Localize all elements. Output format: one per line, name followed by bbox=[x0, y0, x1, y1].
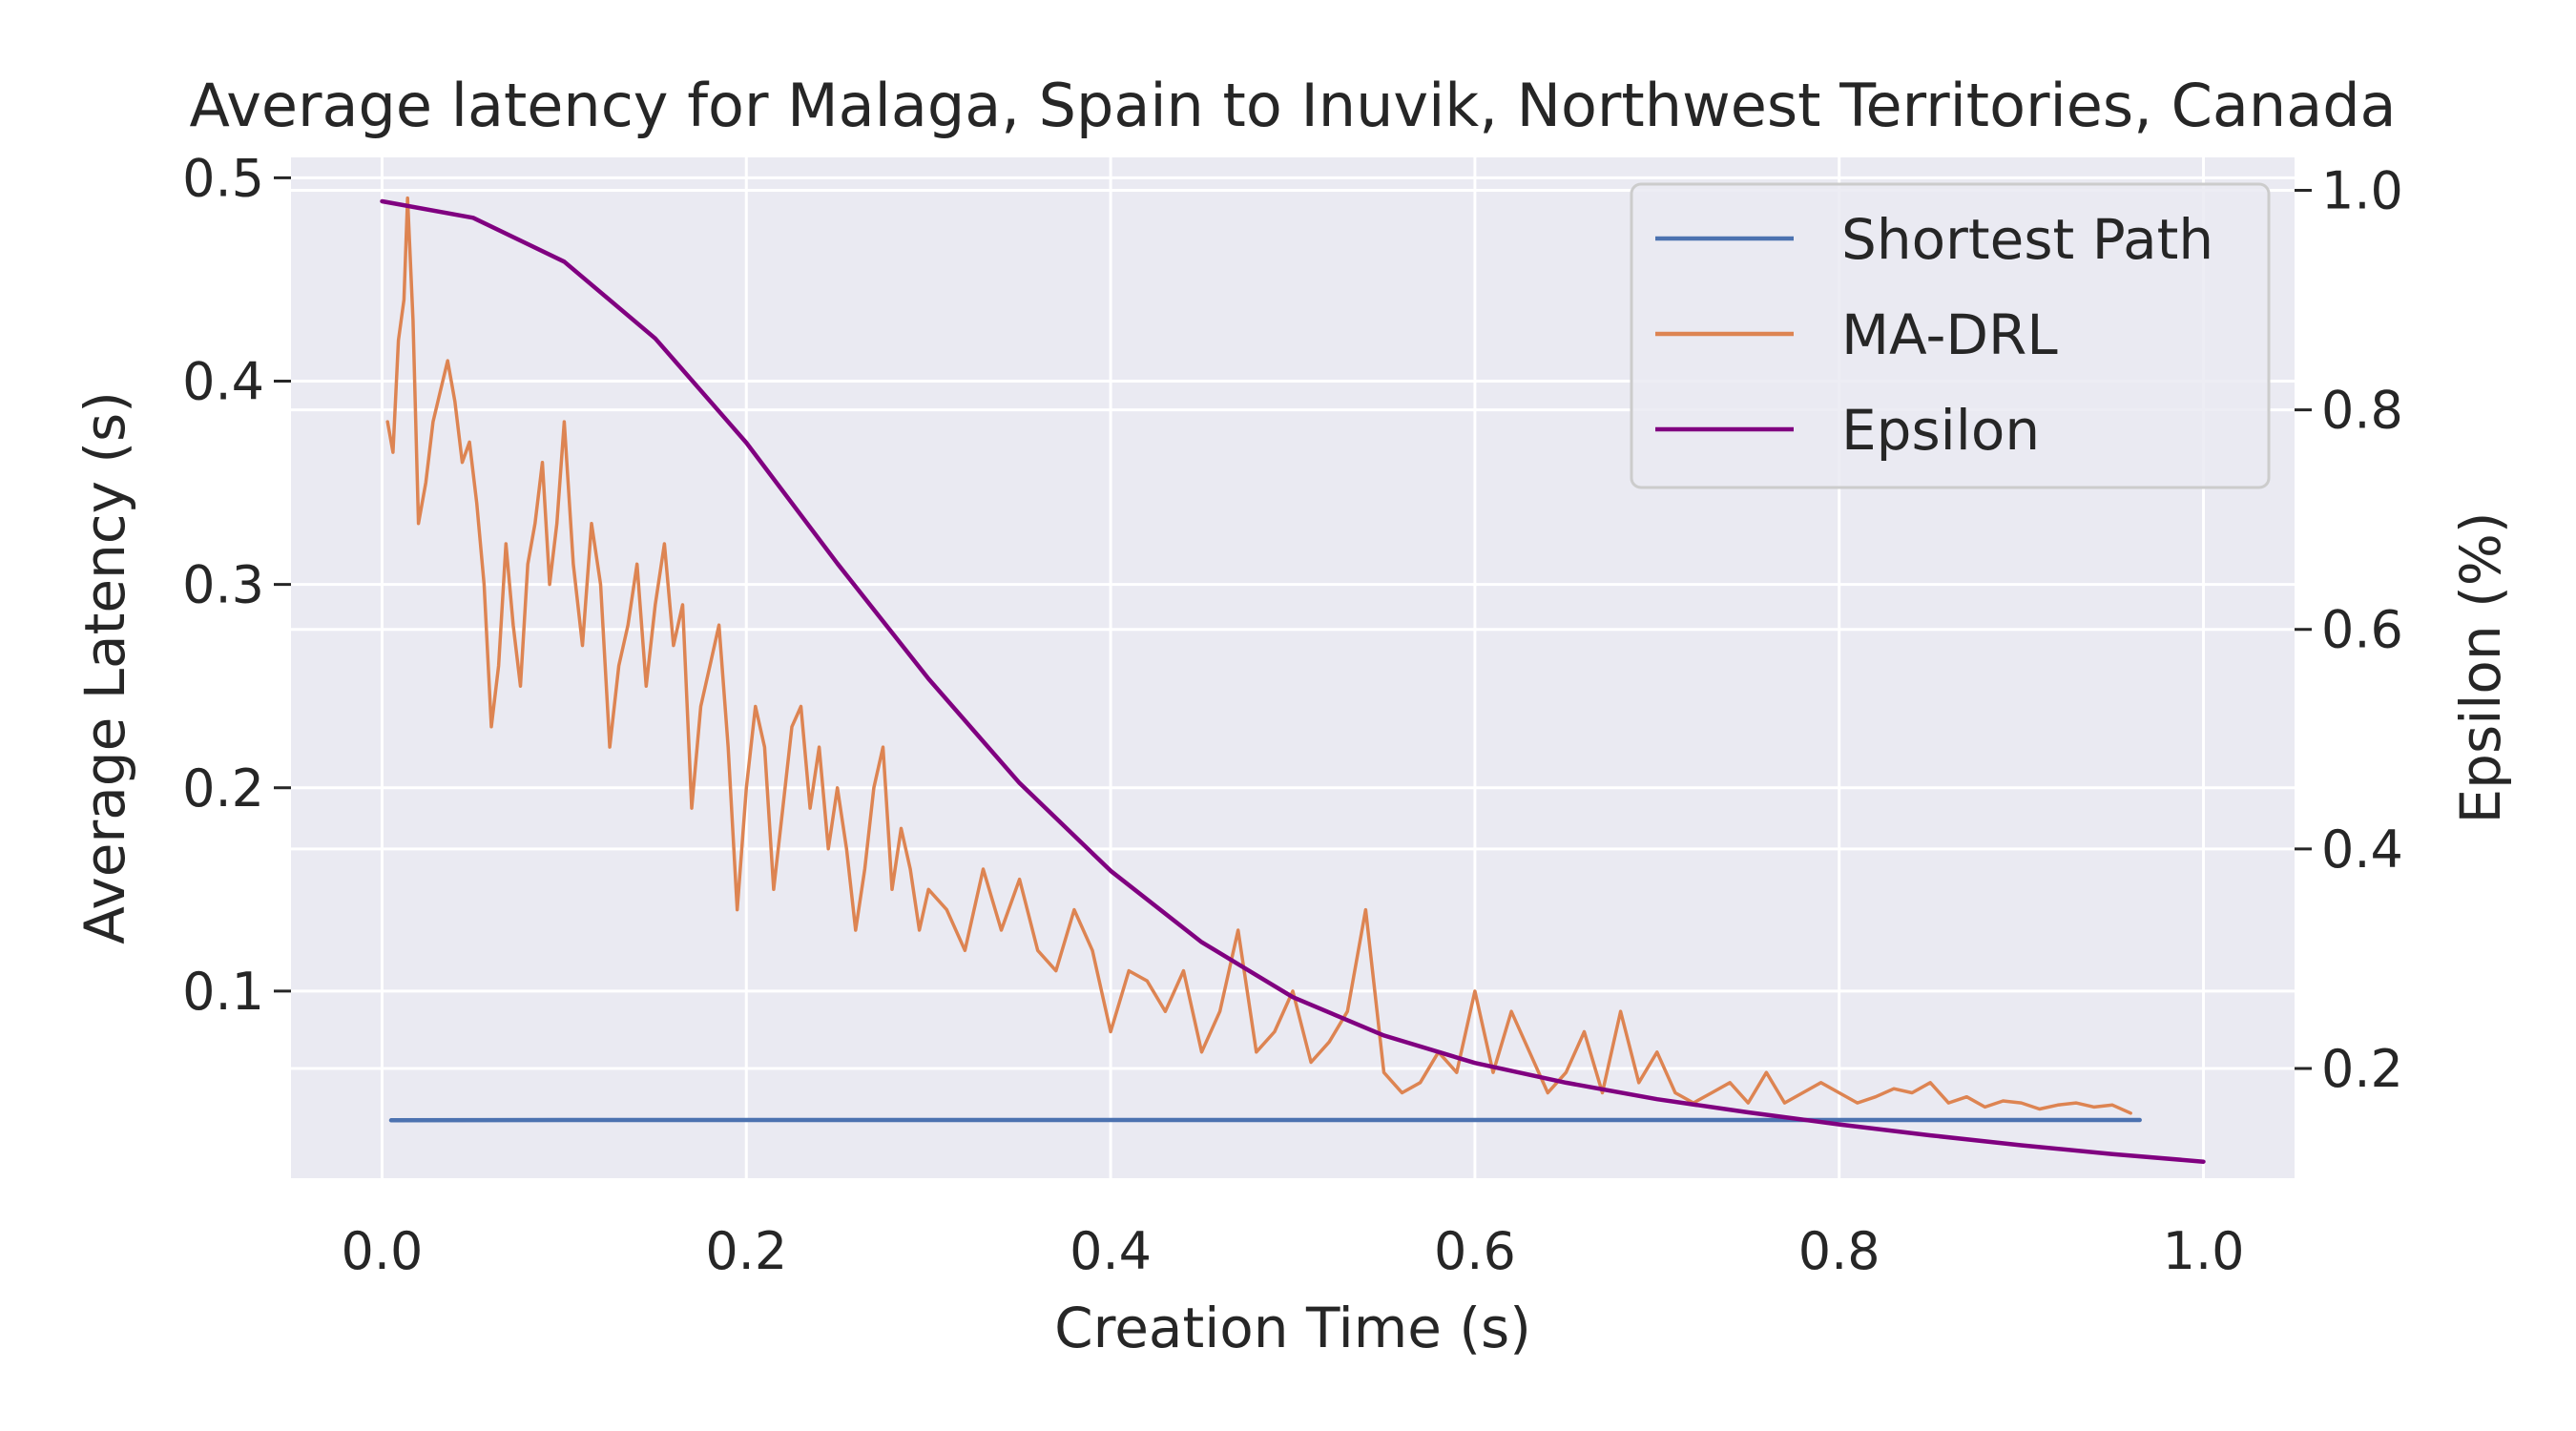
x-tick-label: 0.8 bbox=[1798, 1221, 1880, 1281]
y-tick-label: 0.1 bbox=[182, 962, 264, 1022]
x-tick-label: 0.0 bbox=[342, 1221, 424, 1281]
y-tick-label: 0.2 bbox=[182, 758, 264, 819]
y-tick-label: 0.3 bbox=[182, 555, 264, 615]
series-line-ma-drl bbox=[385, 196, 2132, 1115]
x-tick-label: 1.0 bbox=[2163, 1221, 2245, 1281]
y2-tick-label: 0.2 bbox=[2321, 1039, 2403, 1099]
y2-tick-label: 0.4 bbox=[2321, 819, 2403, 880]
x-axis-label: Creation Time (s) bbox=[1054, 1296, 1531, 1360]
y2-tick-label: 0.6 bbox=[2321, 600, 2403, 660]
legend: Shortest Path MA-DRL Epsilon bbox=[1630, 182, 2271, 489]
series-layer bbox=[380, 196, 2206, 1164]
x-tick-label: 0.6 bbox=[1434, 1221, 1516, 1281]
legend-box bbox=[1630, 182, 2271, 489]
chart-title: Average latency for Malaga, Spain to Inu… bbox=[189, 71, 2396, 140]
y-tick-label: 0.5 bbox=[182, 148, 264, 208]
series-line-epsilon bbox=[380, 198, 2206, 1164]
x-tick-label: 0.4 bbox=[1070, 1221, 1152, 1281]
y2-tick-label: 1.0 bbox=[2321, 161, 2403, 221]
y-axis-label: Average Latency (s) bbox=[73, 391, 137, 944]
y-tick-label: 0.4 bbox=[182, 351, 264, 411]
y2-tick-label: 0.8 bbox=[2321, 381, 2403, 441]
x-tick-label: 0.2 bbox=[705, 1221, 787, 1281]
legend-label-epsilon: Epsilon bbox=[1841, 398, 2040, 463]
legend-label-ma-drl: MA-DRL bbox=[1841, 302, 2058, 367]
y2-axis-label: Epsilon (%) bbox=[2448, 512, 2513, 824]
legend-label-shortest-path: Shortest Path bbox=[1841, 207, 2213, 272]
tick-layer: 0.0 0.2 0.4 0.6 0.8 1.0 0.1 0.2 0.3 0.4 0.5 0.2 0.4 0… bbox=[182, 148, 2403, 1281]
